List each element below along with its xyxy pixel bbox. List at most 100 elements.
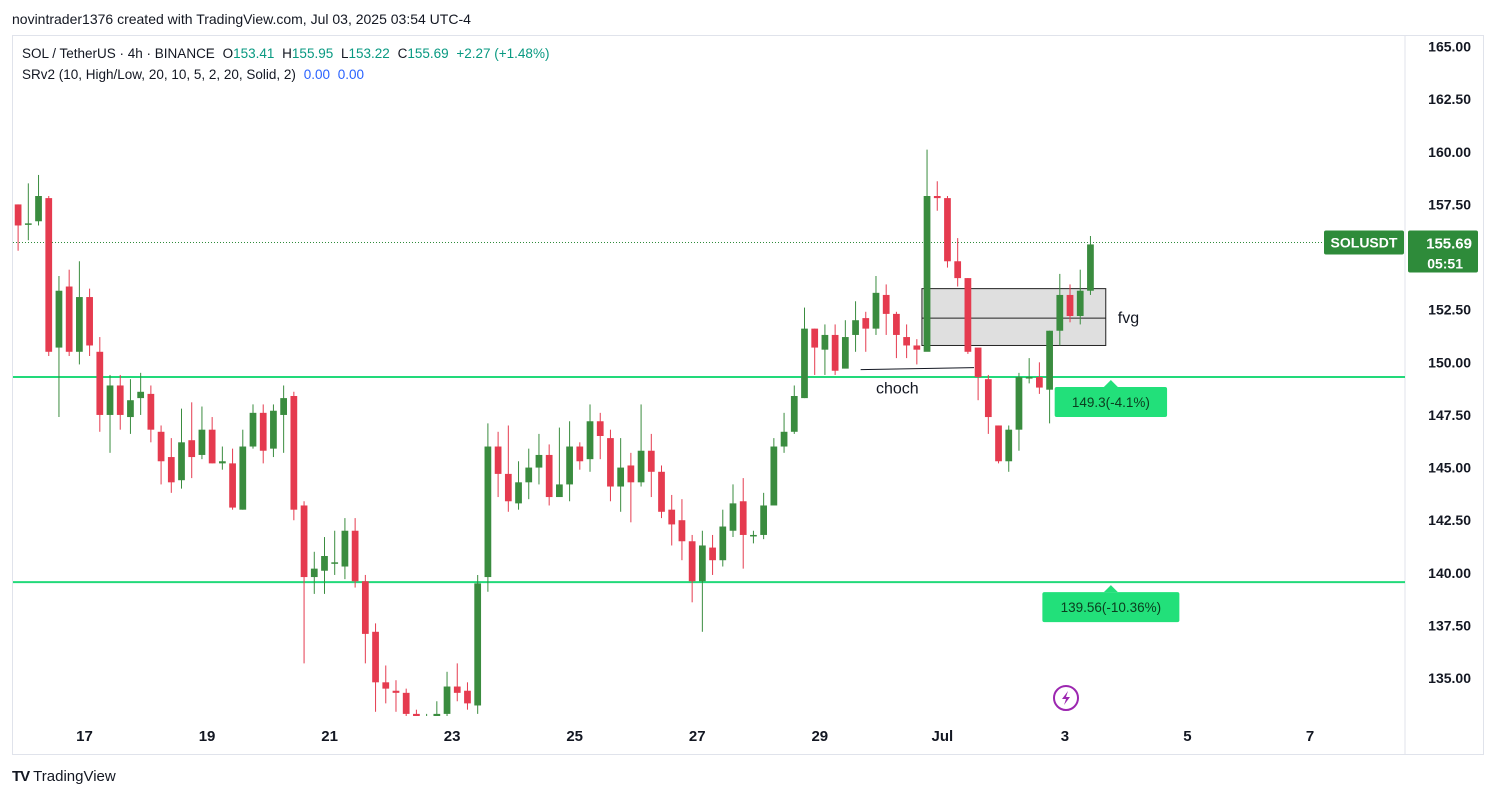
- candle-body[interactable]: [596, 421, 604, 436]
- candle-body[interactable]: [382, 682, 390, 689]
- candle-body[interactable]: [709, 547, 716, 561]
- candle-body[interactable]: [464, 690, 471, 704]
- candle-body[interactable]: [801, 328, 808, 399]
- candle-body[interactable]: [576, 446, 584, 462]
- candle-body[interactable]: [586, 421, 594, 460]
- candle-body[interactable]: [494, 446, 502, 474]
- candle-body[interactable]: [923, 196, 931, 352]
- candle-body[interactable]: [24, 223, 32, 225]
- candle-body[interactable]: [566, 446, 573, 485]
- candle-body[interactable]: [872, 292, 880, 329]
- candle-body[interactable]: [433, 713, 441, 716]
- candle-body[interactable]: [270, 410, 277, 449]
- fvg-zone[interactable]: [921, 288, 1107, 346]
- candle-body[interactable]: [474, 583, 482, 706]
- candle-body[interactable]: [310, 568, 318, 578]
- candle-body[interactable]: [964, 278, 972, 352]
- candle-body[interactable]: [535, 454, 543, 468]
- candle-body[interactable]: [351, 530, 359, 582]
- candle-body[interactable]: [372, 631, 379, 683]
- candle-body[interactable]: [504, 473, 512, 502]
- candle-body[interactable]: [392, 690, 400, 693]
- candle-body[interactable]: [984, 379, 992, 418]
- candle-body[interactable]: [637, 450, 645, 483]
- candle-body[interactable]: [35, 196, 42, 222]
- candle-body[interactable]: [208, 429, 216, 464]
- candle-body[interactable]: [1056, 294, 1064, 331]
- candle-body[interactable]: [280, 398, 288, 415]
- symbol-legend[interactable]: SOL / TetherUS · 4h · BINANCE O153.41 H1…: [22, 46, 553, 61]
- candle-body[interactable]: [321, 556, 328, 571]
- candle-body[interactable]: [198, 429, 206, 455]
- candle-body[interactable]: [55, 290, 63, 348]
- candle-body[interactable]: [780, 431, 788, 447]
- candle-body[interactable]: [556, 484, 563, 498]
- candle-body[interactable]: [116, 385, 124, 415]
- candle-body[interactable]: [617, 467, 625, 487]
- candle-body[interactable]: [423, 716, 430, 718]
- candle-body[interactable]: [341, 530, 349, 567]
- candle-body[interactable]: [739, 501, 747, 535]
- last-price-tag[interactable]: [1408, 230, 1478, 273]
- candle-body[interactable]: [719, 526, 727, 561]
- candle-body[interactable]: [14, 204, 22, 226]
- candle-body[interactable]: [760, 505, 768, 535]
- candle-body[interactable]: [1025, 377, 1033, 379]
- candle-body[interactable]: [1005, 429, 1013, 462]
- candle-body[interactable]: [96, 351, 104, 415]
- candle-body[interactable]: [821, 334, 829, 350]
- candle-body[interactable]: [862, 318, 870, 329]
- candle-body[interactable]: [627, 465, 635, 483]
- candle-body[interactable]: [770, 446, 778, 506]
- tradingview-logo[interactable]: TV TradingView: [12, 768, 116, 785]
- indicator-title[interactable]: SRv2 (10, High/Low, 20, 10, 5, 2, 20, So…: [22, 67, 296, 82]
- candle-body[interactable]: [1036, 377, 1043, 388]
- choch-line[interactable]: [860, 367, 975, 371]
- candle-body[interactable]: [188, 440, 196, 458]
- candle-body[interactable]: [678, 520, 686, 542]
- candle-body[interactable]: [65, 286, 73, 352]
- candle-body[interactable]: [453, 686, 461, 693]
- candle-body[interactable]: [331, 562, 339, 564]
- candle-body[interactable]: [413, 713, 420, 716]
- candle-body[interactable]: [147, 393, 155, 430]
- candle-body[interactable]: [239, 446, 247, 510]
- candle-body[interactable]: [443, 686, 451, 714]
- level-label-badge[interactable]: [1042, 592, 1180, 623]
- candle-body[interactable]: [668, 509, 676, 525]
- candle-body[interactable]: [1087, 244, 1094, 291]
- candle-body[interactable]: [86, 297, 93, 346]
- candle-body[interactable]: [933, 196, 941, 199]
- symbol-title[interactable]: SOL / TetherUS · 4h · BINANCE: [22, 46, 215, 61]
- candle-body[interactable]: [361, 581, 369, 634]
- candle-body[interactable]: [167, 457, 175, 483]
- candle-body[interactable]: [259, 412, 267, 451]
- candle-body[interactable]: [76, 297, 83, 352]
- candle-body[interactable]: [218, 461, 226, 464]
- candle-body[interactable]: [729, 503, 737, 531]
- candle-body[interactable]: [525, 467, 533, 483]
- candle-body[interactable]: [658, 471, 665, 512]
- candle-body[interactable]: [647, 450, 655, 472]
- candle-body[interactable]: [944, 198, 951, 262]
- candle-body[interactable]: [954, 261, 962, 279]
- candle-body[interactable]: [811, 328, 819, 348]
- candle-body[interactable]: [545, 454, 553, 498]
- indicator-legend[interactable]: SRv2 (10, High/Low, 20, 10, 5, 2, 20, So…: [22, 67, 368, 82]
- candle-body[interactable]: [229, 463, 236, 508]
- candle-body[interactable]: [157, 431, 165, 462]
- candle-body[interactable]: [1015, 377, 1023, 430]
- candle-body[interactable]: [402, 692, 410, 714]
- candle-body[interactable]: [137, 391, 145, 399]
- candle-body[interactable]: [750, 534, 757, 537]
- candle-body[interactable]: [995, 425, 1002, 462]
- candle-body[interactable]: [1046, 330, 1053, 390]
- candle-body[interactable]: [893, 313, 900, 335]
- candle-body[interactable]: [913, 345, 921, 350]
- candle-body[interactable]: [698, 545, 706, 582]
- candle-body[interactable]: [974, 347, 982, 378]
- candle-body[interactable]: [515, 482, 522, 504]
- candle-body[interactable]: [831, 334, 839, 371]
- candle-body[interactable]: [290, 396, 298, 510]
